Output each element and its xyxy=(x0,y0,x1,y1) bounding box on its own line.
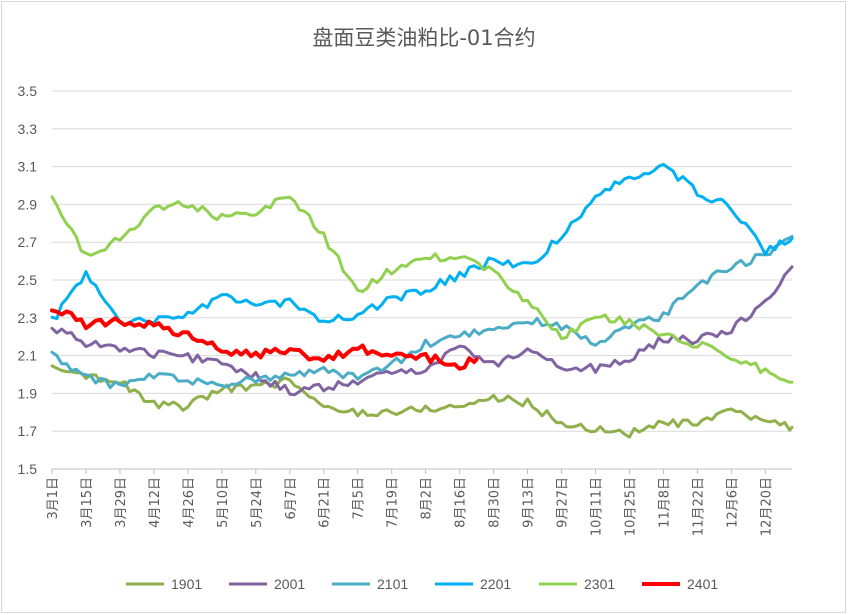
x-tick-label: 4月12日 xyxy=(148,477,163,528)
x-tick-label: 4月26日 xyxy=(182,477,197,528)
x-tick-label: 3月15日 xyxy=(80,477,95,528)
legend-label-1901: 1901 xyxy=(171,576,202,592)
series-line-1901 xyxy=(50,364,794,439)
legend-label-2301: 2301 xyxy=(584,576,615,592)
series-line-2001 xyxy=(50,265,794,397)
y-tick-label: 2.7 xyxy=(18,234,38,250)
legend-label-2401: 2401 xyxy=(687,576,718,592)
y-tick-label: 2.1 xyxy=(18,348,38,364)
x-tick-label: 3月1日 xyxy=(46,477,61,520)
gridlines xyxy=(52,90,792,432)
y-tick-label: 3.5 xyxy=(18,83,38,99)
x-tick-label: 7月5日 xyxy=(352,477,367,520)
x-tick-label: 10月11日 xyxy=(589,477,604,536)
series-line-2101 xyxy=(50,235,794,390)
x-axis: 3月1日 3月15日 3月29日 4月12日 4月26日 5月10日 5月24日 6月7日 6月… xyxy=(46,468,792,536)
x-tick-label: 5月24日 xyxy=(250,477,265,528)
series-line-2201 xyxy=(50,162,794,327)
y-axis: 1.5 1.7 1.9 2.1 2.3 2.5 2.7 2.9 3.1 3.3 3.5 xyxy=(18,83,38,477)
y-tick-label: 3.1 xyxy=(18,159,38,175)
x-tick-label: 11月22日 xyxy=(691,477,706,536)
x-tick-label: 12月6日 xyxy=(725,477,740,528)
x-tick-label: 11月8日 xyxy=(657,477,672,528)
y-tick-label: 2.9 xyxy=(18,196,38,212)
legend: 1901 2001 2101 2201 2301 2401 xyxy=(126,576,718,592)
x-tick-label: 8月2日 xyxy=(420,477,435,520)
y-tick-label: 3.3 xyxy=(18,121,38,137)
x-tick-label: 6月21日 xyxy=(318,477,333,528)
series-line-2401 xyxy=(50,308,479,371)
legend-label-2201: 2201 xyxy=(480,576,511,592)
legend-label-2001: 2001 xyxy=(274,576,305,592)
x-tick-label: 10月25日 xyxy=(623,477,638,536)
x-tick-label: 3月29日 xyxy=(114,477,129,528)
legend-label-2101: 2101 xyxy=(377,576,408,592)
plot-lines xyxy=(50,162,794,439)
x-tick-label: 8月16日 xyxy=(454,477,469,528)
y-tick-label: 1.9 xyxy=(18,385,38,401)
x-tick-label: 9月13日 xyxy=(522,477,537,528)
series-line-2301 xyxy=(50,195,794,384)
x-tick-label: 8月30日 xyxy=(488,477,503,528)
x-tick-label: 12月20日 xyxy=(759,477,774,536)
y-tick-label: 1.7 xyxy=(18,423,38,439)
y-tick-label: 2.3 xyxy=(18,310,38,326)
y-tick-label: 2.5 xyxy=(18,272,38,288)
x-tick-label: 7月19日 xyxy=(386,477,401,528)
chart-title: 盘面豆类油粕比-01合约 xyxy=(312,26,535,50)
x-tick-label: 9月27日 xyxy=(556,477,571,528)
x-tick-label: 5月10日 xyxy=(216,477,231,528)
y-tick-label: 1.5 xyxy=(18,461,38,477)
x-tick-label: 6月7日 xyxy=(284,477,299,520)
